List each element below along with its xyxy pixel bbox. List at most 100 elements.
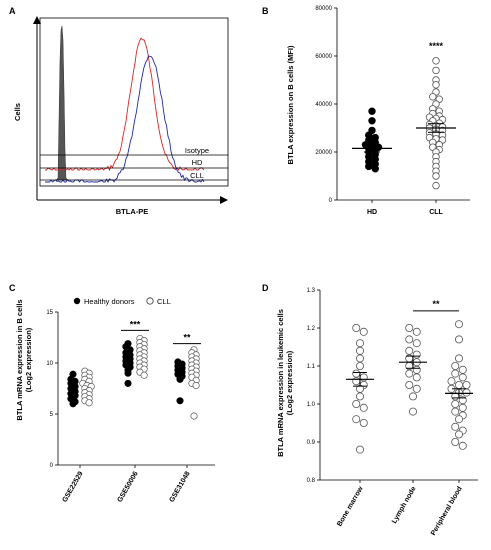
d-point	[458, 373, 467, 382]
b-point	[432, 57, 440, 65]
d-point	[454, 320, 463, 329]
c-legend-cll: CLL	[157, 297, 171, 306]
d-point	[359, 327, 368, 336]
c-point	[124, 379, 132, 387]
b-significance: ****	[429, 41, 444, 51]
b-point	[368, 107, 376, 115]
a-legend-cll: CLL	[190, 171, 204, 180]
c-point	[176, 375, 184, 383]
d-point	[447, 377, 456, 386]
b-x-tick-label: HD	[367, 209, 377, 216]
d-point	[412, 339, 421, 348]
panel-c-letter: C	[9, 283, 16, 293]
a-curves	[45, 25, 205, 183]
b-y-label: BTLA expression on B cells (MFI)	[286, 45, 295, 164]
c-y-tick-label: 0	[50, 463, 54, 469]
d-point	[451, 437, 460, 446]
d-point	[352, 377, 361, 386]
d-y-label-line2: (Log2 expression)	[285, 350, 294, 415]
d-point	[359, 373, 368, 382]
d-point	[412, 384, 421, 393]
a-curve-hd	[45, 37, 205, 172]
c-x-tick-label: GSE50006	[117, 470, 140, 503]
b-y-tick-label: 20000	[315, 150, 332, 156]
d-y-tick-label: 0.9	[307, 440, 316, 446]
c-point	[124, 369, 132, 377]
panel-d-letter: D	[262, 283, 269, 293]
d-point	[359, 418, 368, 427]
d-point	[352, 369, 361, 378]
b-point	[432, 181, 440, 190]
d-point	[355, 346, 364, 355]
d-point	[355, 392, 364, 401]
d-point	[352, 415, 361, 424]
d-point	[462, 388, 471, 397]
panel-b-scatter: BTLA expression on B cells (MFI) 0 20000 4…	[286, 6, 470, 216]
d-point	[408, 392, 417, 401]
d-y-tick-label: 0.8	[307, 478, 316, 484]
d-point	[454, 380, 463, 389]
d-y-label-line1: BTLA mRNA expression in leukemic cells	[276, 309, 285, 457]
d-point	[454, 335, 463, 344]
d-point	[458, 441, 467, 450]
panel-a-letter: A	[9, 6, 16, 16]
d-point	[412, 365, 421, 374]
b-point	[368, 117, 376, 125]
c-x-tick-label: GSE31048	[169, 470, 192, 503]
c-legend-hd: Healthy donors	[84, 297, 135, 306]
d-point	[454, 354, 463, 363]
d-y-tick-label: 1.3	[307, 288, 316, 294]
c-significance: ***	[130, 319, 141, 329]
d-point	[408, 407, 417, 416]
c-significance: **	[183, 333, 191, 343]
d-point	[412, 350, 421, 359]
d-y-tick-label: 1.1	[307, 364, 316, 370]
d-point	[352, 399, 361, 408]
d-point	[359, 403, 368, 412]
d-y-tick-label: 1.2	[307, 326, 316, 332]
b-y-tick-label: 80000	[315, 6, 332, 12]
d-point	[458, 365, 467, 374]
b-point	[432, 81, 440, 89]
d-point	[355, 361, 364, 370]
panel-a-histogram: Cells BTLA-PE Isotype HD CLL	[13, 16, 229, 216]
b-x-tick-label: CLL	[429, 209, 443, 216]
d-y-tick-label: 1.0	[307, 402, 316, 408]
c-legend-marker-cll	[146, 297, 154, 305]
d-x-tick-label: Peripheral blood	[430, 486, 464, 537]
d-point	[451, 407, 460, 416]
b-point	[432, 66, 440, 75]
c-legend-marker-hd	[73, 297, 81, 305]
c-point	[140, 371, 148, 379]
d-point	[458, 403, 467, 412]
c-point	[190, 412, 198, 420]
d-point	[405, 335, 414, 344]
a-legend-isotype: Isotype	[185, 146, 209, 155]
a-y-arrow	[33, 16, 41, 24]
d-point	[451, 369, 460, 378]
d-point	[462, 380, 471, 389]
a-plot-frame	[39, 17, 229, 187]
c-point	[69, 400, 77, 408]
d-point	[412, 373, 421, 382]
a-x-label: BTLA-PE	[116, 207, 149, 216]
b-point	[371, 165, 379, 173]
d-point	[355, 445, 364, 454]
d-point	[451, 422, 460, 431]
b-y-tick-label: 60000	[315, 54, 332, 60]
d-point	[405, 346, 414, 355]
d-point	[405, 323, 414, 332]
b-point	[432, 172, 440, 180]
c-y-label-line1: BTLA mRNA expression in B cells	[15, 299, 24, 420]
c-point	[85, 399, 93, 407]
d-point	[355, 354, 364, 363]
d-point	[454, 415, 463, 424]
d-significance: **	[432, 299, 440, 309]
d-point	[412, 327, 421, 336]
b-y-tick-label: 0	[329, 198, 333, 204]
d-point	[454, 430, 463, 439]
c-y-tick-label: 5	[50, 412, 54, 418]
a-curve-isotype	[55, 25, 69, 181]
panel-b-letter: B	[262, 6, 269, 16]
